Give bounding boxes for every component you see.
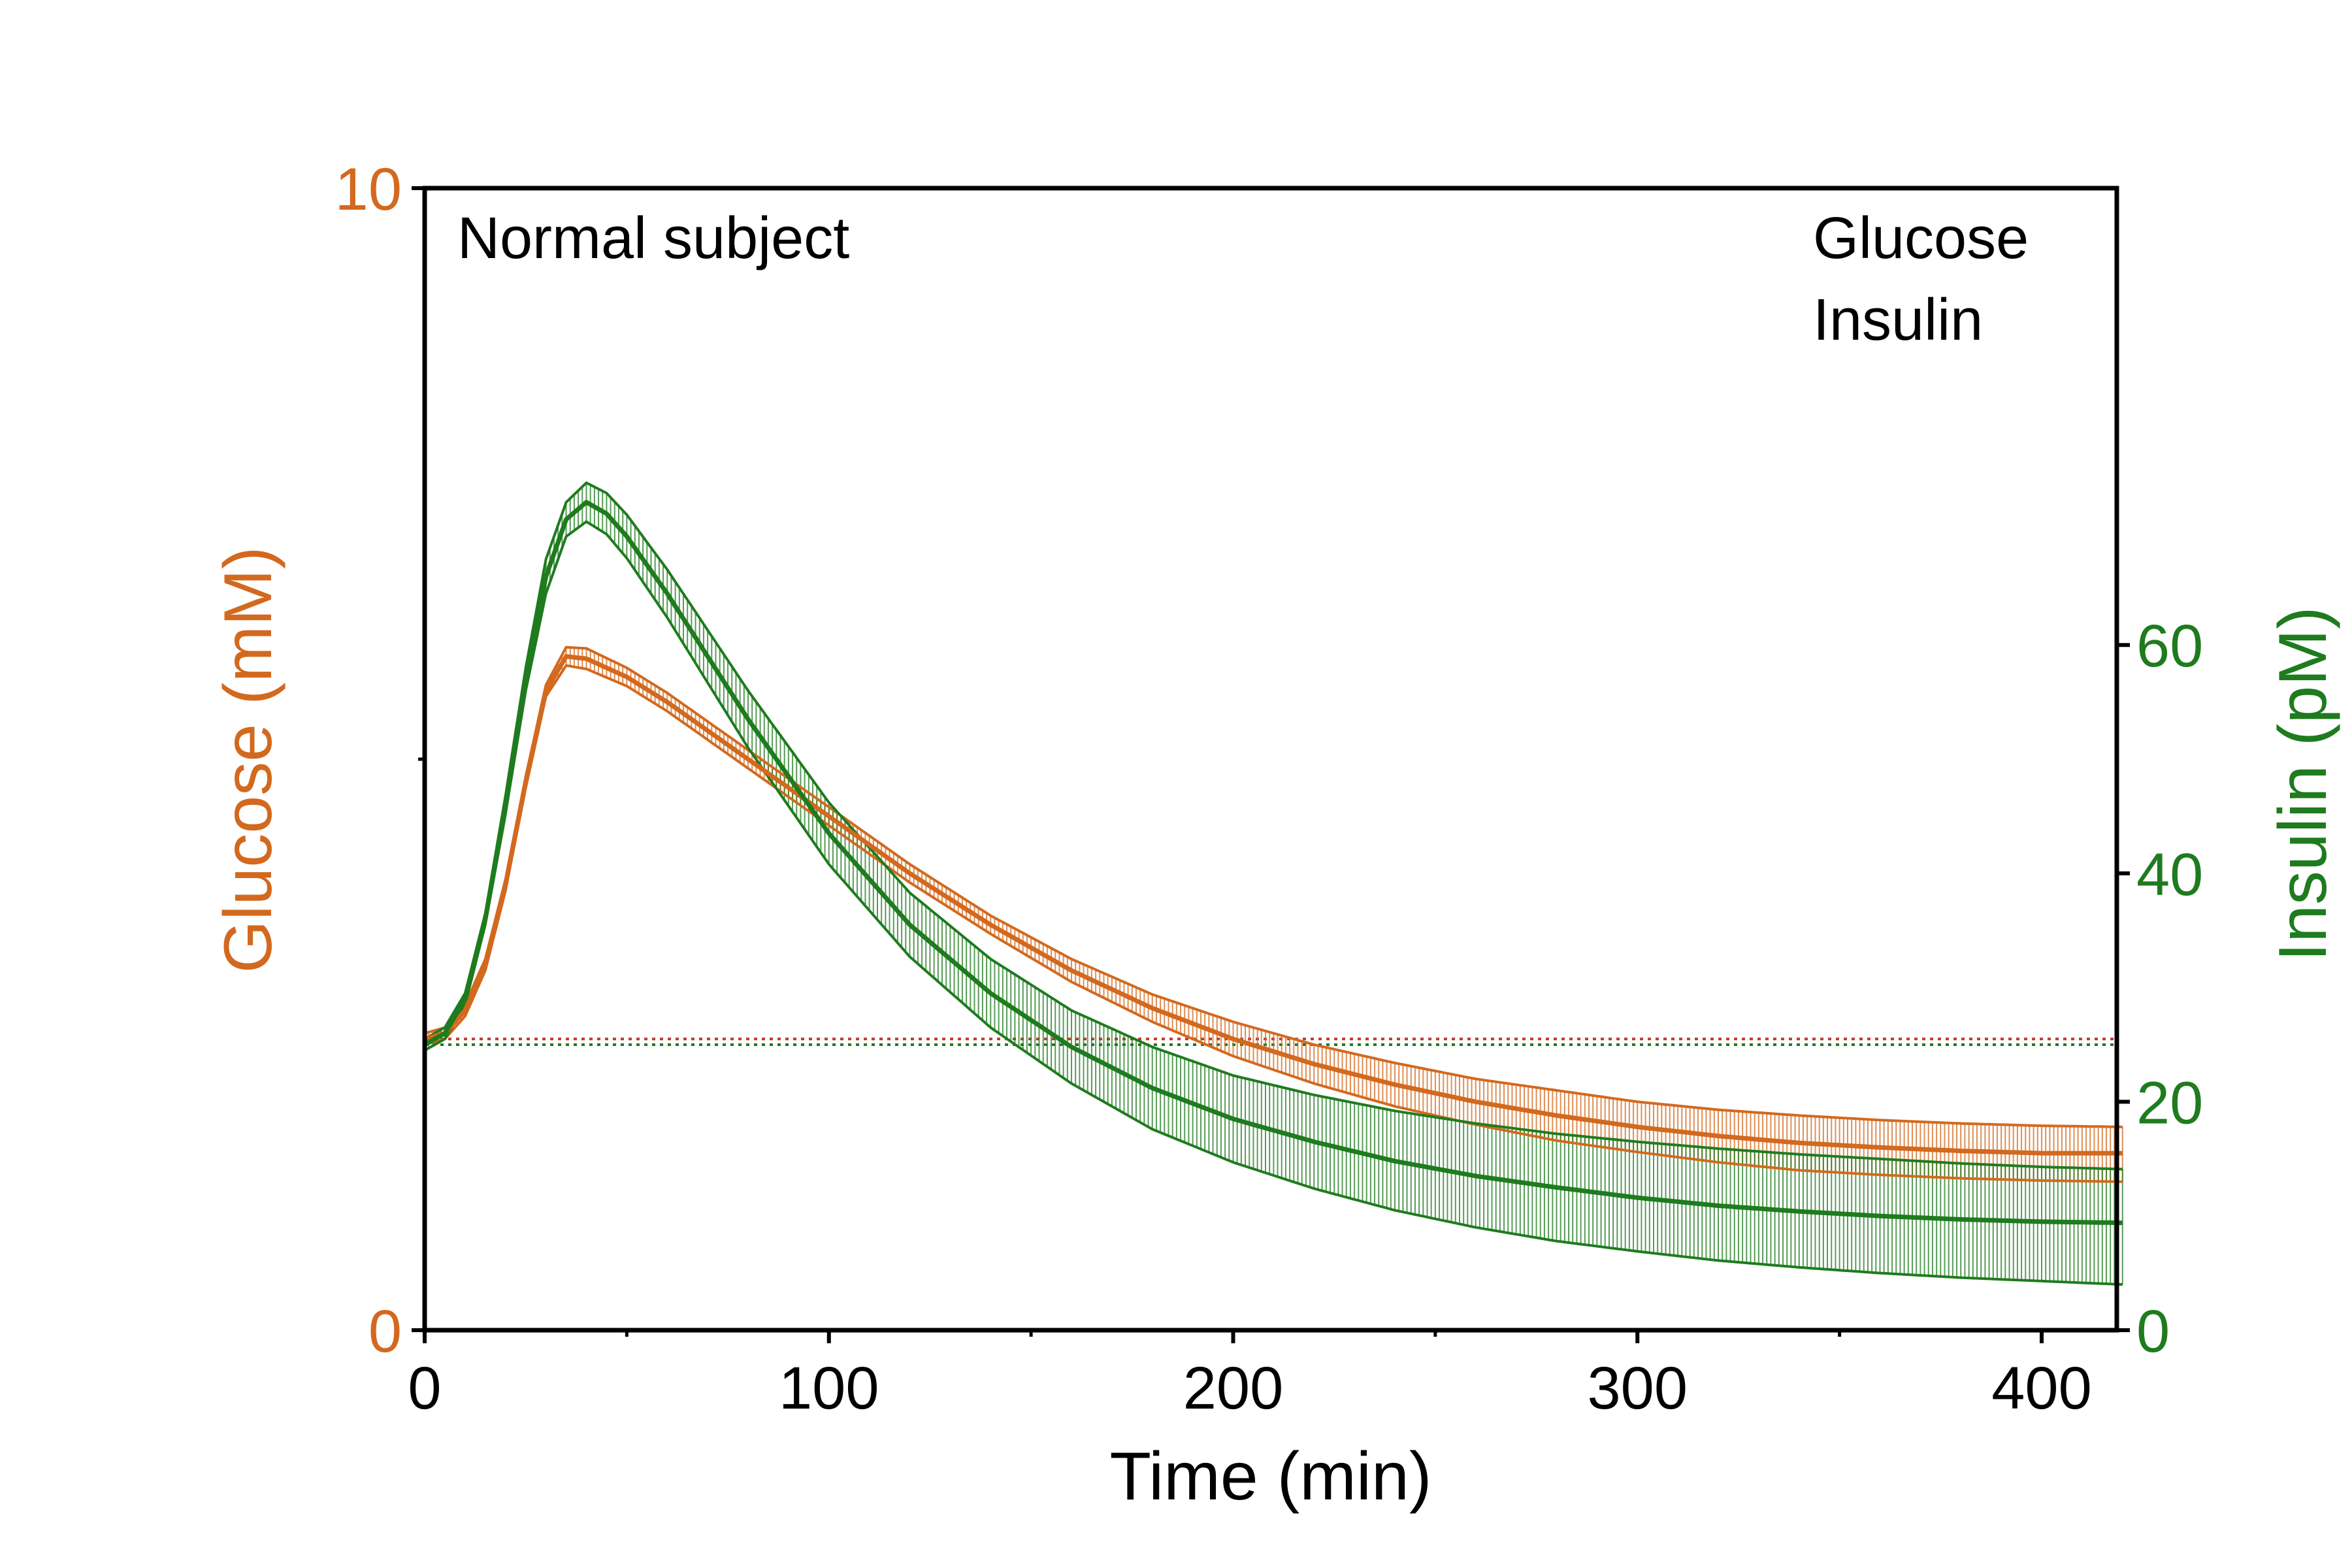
baseline-lines	[425, 1037, 2117, 1046]
error-bars	[424, 482, 2123, 1285]
lower-bound-glucose	[424, 664, 2123, 1183]
x-tick-label: 200	[1183, 1355, 1284, 1422]
mean-curve-insulin	[423, 499, 2123, 1226]
error-bars-insulin	[424, 482, 2123, 1285]
mean-curve-glucose	[424, 653, 2123, 1156]
chart-annotation: Normal subject	[457, 206, 849, 271]
legend-glucose: Glucose	[1813, 206, 2029, 271]
y-right-tick-label: 60	[2136, 613, 2203, 679]
lower-bound-insulin	[424, 519, 2123, 1286]
upper-bound-glucose	[424, 645, 2123, 1128]
x-tick-label: 0	[408, 1355, 441, 1422]
x-tick-label: 400	[1991, 1355, 2092, 1422]
y-right-tick-label: 0	[2136, 1298, 2170, 1365]
upper-bound-insulin	[424, 481, 2123, 1171]
mean-curves	[423, 499, 2123, 1226]
y-left-axis-title: Glucose (mM)	[210, 547, 286, 973]
x-tick-label: 300	[1588, 1355, 1688, 1422]
x-tick-label: 100	[779, 1355, 879, 1422]
y-right-axis-title: Insulin (pM)	[2265, 606, 2341, 961]
y-left-tick-label: 0	[368, 1298, 402, 1365]
y-right-tick-label: 40	[2136, 841, 2203, 908]
confidence-bounds	[424, 481, 2123, 1286]
legend-insulin: Insulin	[1813, 287, 1983, 353]
x-axis-title: Time (min)	[1110, 1439, 1432, 1514]
y-right-tick-label: 20	[2136, 1070, 2203, 1136]
y-left-tick-label: 10	[335, 156, 402, 223]
